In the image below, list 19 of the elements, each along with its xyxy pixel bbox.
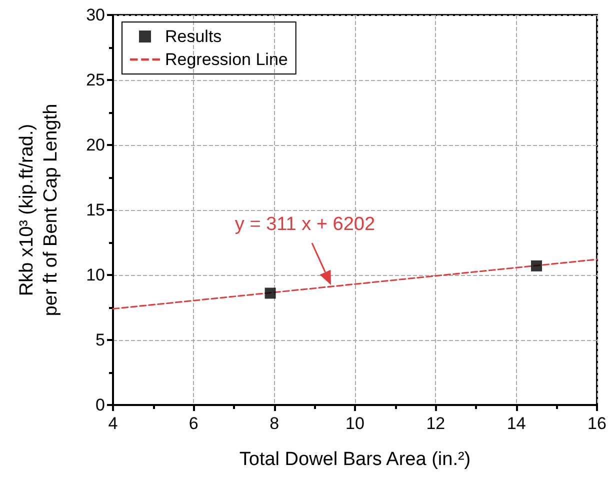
legend-label: Regression Line — [165, 50, 288, 69]
x-axis-title: Total Dowel Bars Area (in.²) — [239, 449, 471, 470]
x-tick-label: 16 — [588, 414, 606, 433]
y-tick-label: 25 — [86, 70, 105, 90]
y-tick-label: 15 — [86, 200, 105, 220]
y-tick-label: 10 — [86, 266, 105, 284]
annotation: y = 311 x + 6202 — [234, 214, 376, 236]
y-tick-label: 30 — [86, 6, 105, 24]
legend-label: Results — [165, 27, 222, 46]
x-tick-label: 4 — [108, 414, 118, 433]
x-tick-label: 12 — [426, 414, 446, 433]
y-tick-label: 0 — [96, 396, 105, 414]
y-axis-title: Rkb x10³ (kip.ft/rad.) per ft of Bent Cap Length — [16, 104, 62, 316]
y-tick-label: 5 — [96, 330, 105, 350]
x-tick-label: 14 — [506, 414, 526, 433]
x-tick-label: 10 — [346, 414, 364, 433]
y-tick-label: 20 — [86, 136, 105, 154]
x-tick-label: 8 — [270, 414, 280, 433]
x-tick-label: 6 — [188, 414, 198, 433]
